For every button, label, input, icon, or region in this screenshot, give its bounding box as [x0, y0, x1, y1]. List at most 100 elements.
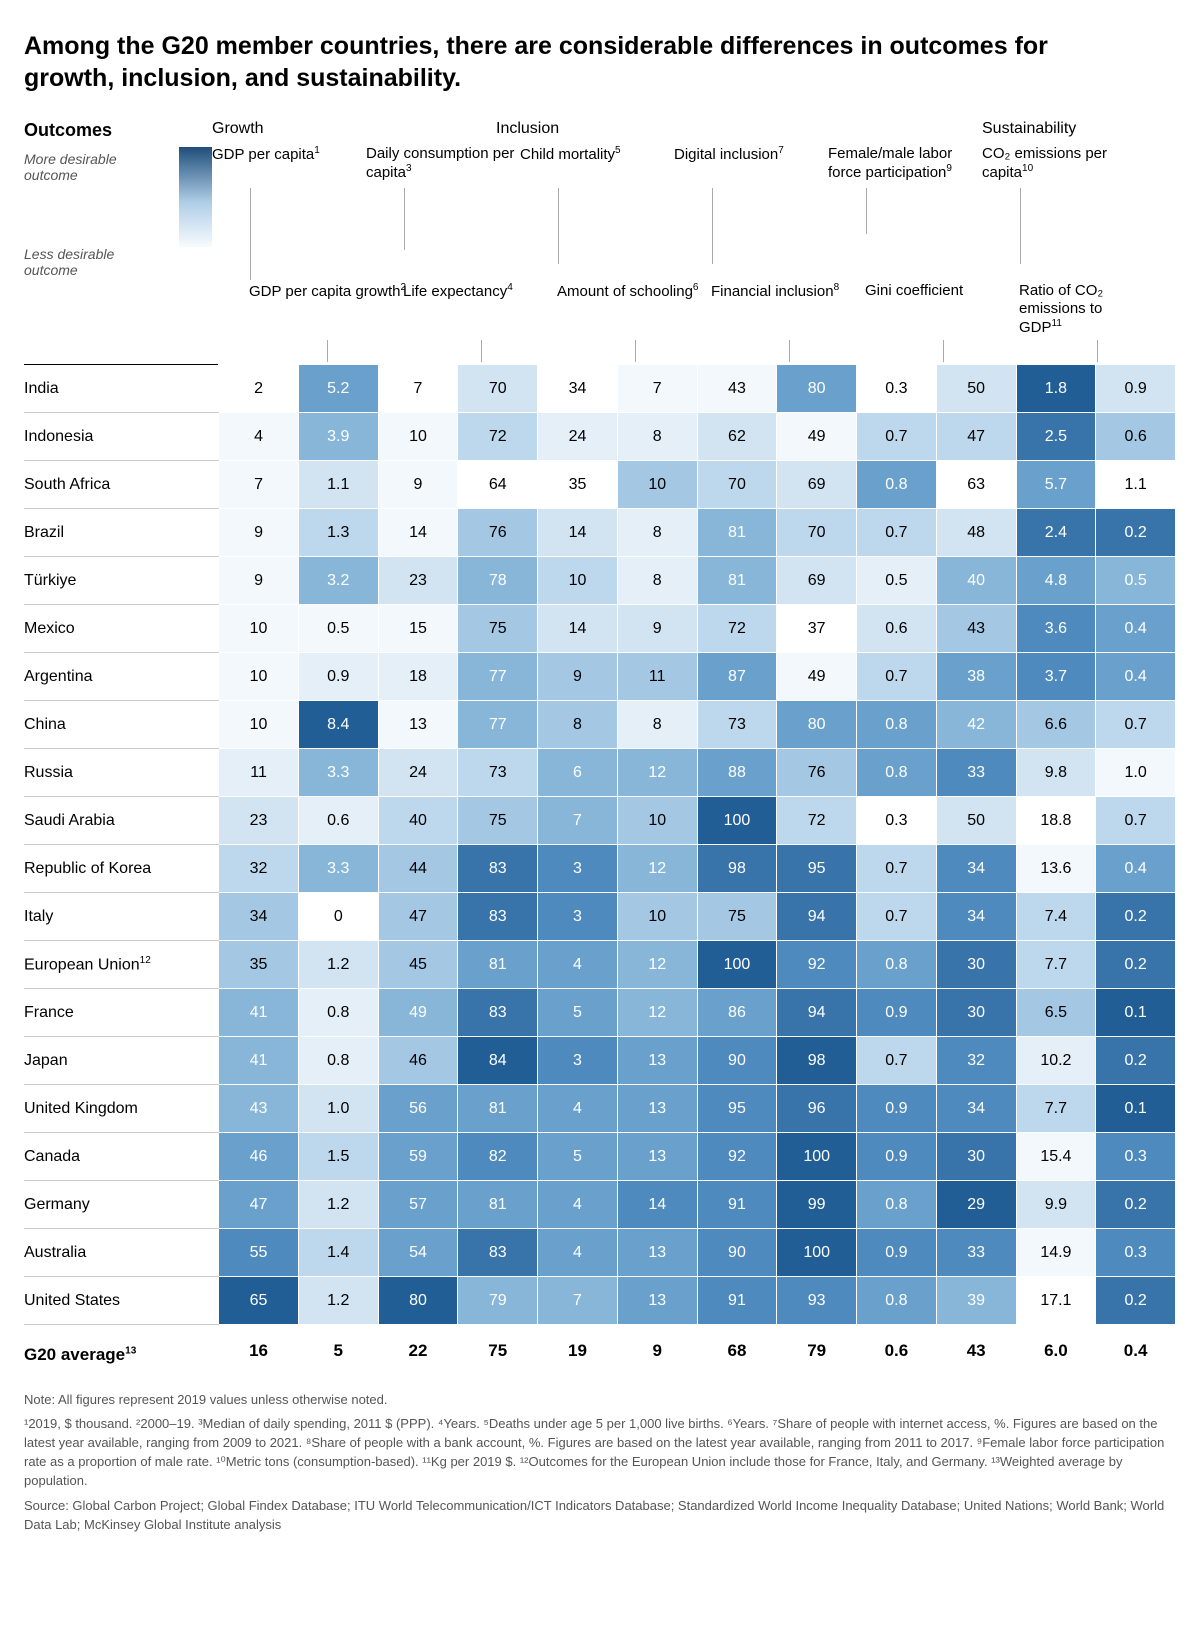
heatmap-cell: 14	[617, 1181, 697, 1229]
heatmap-cell: 1.0	[298, 1085, 378, 1133]
heatmap-cell: 0.1	[1096, 989, 1176, 1037]
heatmap-cell: 92	[697, 1133, 777, 1181]
heatmap-cell: 49	[378, 989, 458, 1037]
table-row: Japan410.8468431390980.73210.20.2	[24, 1037, 1176, 1085]
heatmap-cell: 3.9	[298, 413, 378, 461]
heatmap-cell: 56	[378, 1085, 458, 1133]
heatmap-cell: 70	[697, 461, 777, 509]
heatmap-cell: 0.2	[1096, 509, 1176, 557]
heatmap-cell: 35	[219, 941, 299, 989]
table-row: United States651.2807971391930.83917.10.…	[24, 1277, 1176, 1325]
heatmap-cell: 32	[219, 845, 299, 893]
metric-top: Daily consumption per capita3	[366, 141, 520, 185]
avg-cell: 75	[458, 1325, 538, 1377]
heatmap-table: India25.277034743800.3501.80.9Indonesia4…	[24, 364, 1176, 1377]
heatmap-cell: 88	[697, 749, 777, 797]
heatmap-cell: 33	[936, 749, 1016, 797]
avg-cell: 19	[538, 1325, 618, 1377]
heatmap-cell: 2.4	[1016, 509, 1096, 557]
avg-cell: 22	[378, 1325, 458, 1377]
heatmap-cell: 3.7	[1016, 653, 1096, 701]
country-label: Argentina	[24, 653, 219, 701]
heatmap-cell: 0.8	[298, 1037, 378, 1085]
heatmap-cell: 9	[378, 461, 458, 509]
header-grid: Outcomes Growth Inclusion Sustainability…	[24, 120, 1176, 362]
country-label: Italy	[24, 893, 219, 941]
heatmap-cell: 64	[458, 461, 538, 509]
heatmap-cell: 76	[777, 749, 857, 797]
country-label: South Africa	[24, 461, 219, 509]
heatmap-cell: 46	[219, 1133, 299, 1181]
heatmap-cell: 83	[458, 989, 538, 1037]
heatmap-cell: 12	[617, 989, 697, 1037]
heatmap-cell: 1.4	[298, 1229, 378, 1277]
heatmap-cell: 1.2	[298, 1181, 378, 1229]
legend-text: More desirable outcome Less desirable ou…	[24, 147, 169, 282]
country-label: United Kingdom	[24, 1085, 219, 1133]
country-label: Brazil	[24, 509, 219, 557]
heatmap-cell: 13	[617, 1037, 697, 1085]
avg-cell: 68	[697, 1325, 777, 1377]
table-row: Russia113.3247361288760.8339.81.0	[24, 749, 1176, 797]
heatmap-cell: 100	[697, 797, 777, 845]
heatmap-cell: 10	[219, 653, 299, 701]
heatmap-cell: 0.7	[857, 893, 937, 941]
heatmap-cell: 77	[458, 701, 538, 749]
heatmap-cell: 30	[936, 941, 1016, 989]
heatmap-cell: 91	[697, 1277, 777, 1325]
heatmap-cell: 5.2	[298, 365, 378, 413]
heatmap-cell: 0.2	[1096, 893, 1176, 941]
heatmap-cell: 95	[777, 845, 857, 893]
heatmap-cell: 49	[777, 653, 857, 701]
heatmap-cell: 6	[538, 749, 618, 797]
heatmap-cell: 47	[219, 1181, 299, 1229]
heatmap-cell: 3.3	[298, 749, 378, 797]
heatmap-cell: 9.8	[1016, 749, 1096, 797]
heatmap-cell: 49	[777, 413, 857, 461]
heatmap-cell: 37	[777, 605, 857, 653]
heatmap-cell: 18	[378, 653, 458, 701]
heatmap-cell: 12	[617, 941, 697, 989]
heatmap-cell: 10	[378, 413, 458, 461]
heatmap-cell: 0.5	[1096, 557, 1176, 605]
heatmap-cell: 0.4	[1096, 845, 1176, 893]
heatmap-cell: 72	[697, 605, 777, 653]
heatmap-cell: 78	[458, 557, 538, 605]
heatmap-cell: 3	[538, 893, 618, 941]
heatmap-cell: 81	[458, 1181, 538, 1229]
heatmap-cell: 100	[777, 1229, 857, 1277]
heatmap-cell: 0	[298, 893, 378, 941]
heatmap-cell: 3	[538, 845, 618, 893]
table-row: India25.277034743800.3501.80.9	[24, 365, 1176, 413]
heatmap-cell: 70	[458, 365, 538, 413]
metric-bottom: Ratio of CO₂ emissions to GDP11	[1019, 282, 1139, 337]
heatmap-cell: 50	[936, 365, 1016, 413]
heatmap-cell: 90	[697, 1229, 777, 1277]
heatmap-cell: 8	[617, 509, 697, 557]
heatmap-cell: 0.7	[1096, 701, 1176, 749]
avg-cell: 0.6	[857, 1325, 937, 1377]
heatmap-cell: 69	[777, 461, 857, 509]
table-row: Saudi Arabia230.64075710100720.35018.80.…	[24, 797, 1176, 845]
heatmap-cell: 14	[538, 605, 618, 653]
heatmap-cell: 54	[378, 1229, 458, 1277]
heatmap-cell: 95	[697, 1085, 777, 1133]
heatmap-cell: 13	[617, 1229, 697, 1277]
heatmap-cell: 73	[697, 701, 777, 749]
avg-cell: 79	[777, 1325, 857, 1377]
heatmap-cell: 4	[538, 941, 618, 989]
heatmap-cell: 81	[458, 1085, 538, 1133]
heatmap-cell: 47	[378, 893, 458, 941]
country-label: Japan	[24, 1037, 219, 1085]
country-label: Australia	[24, 1229, 219, 1277]
heatmap-cell: 34	[936, 893, 1016, 941]
table-row: Brazil91.3147614881700.7482.40.2	[24, 509, 1176, 557]
heatmap-cell: 30	[936, 989, 1016, 1037]
heatmap-cell: 1.3	[298, 509, 378, 557]
heatmap-cell: 0.4	[1096, 605, 1176, 653]
heatmap-cell: 0.2	[1096, 1277, 1176, 1325]
heatmap-cell: 91	[697, 1181, 777, 1229]
heatmap-cell: 43	[219, 1085, 299, 1133]
heatmap-cell: 23	[219, 797, 299, 845]
metric-top: Child mortality5	[520, 141, 674, 185]
